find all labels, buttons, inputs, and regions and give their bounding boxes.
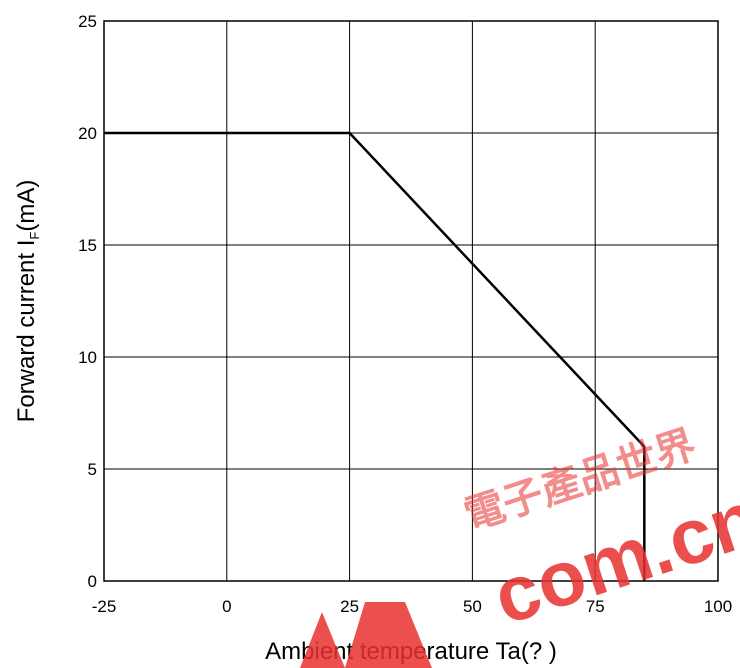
y-tick-label-5: 25 bbox=[78, 12, 97, 31]
y-axis-ticks: 0 5 10 15 20 25 bbox=[78, 12, 97, 591]
watermark-logo-shape bbox=[300, 602, 432, 668]
x-tick-label-1: 0 bbox=[222, 597, 231, 616]
y-tick-label-1: 5 bbox=[88, 460, 97, 479]
grid-lines bbox=[103, 20, 719, 582]
x-tick-label-5: 100 bbox=[704, 597, 732, 616]
x-tick-label-0: -25 bbox=[92, 597, 117, 616]
x-tick-label-3: 50 bbox=[463, 597, 482, 616]
y-axis-title: Forward current IF(mA) bbox=[13, 180, 42, 423]
y-axis-title-main: Forward current I bbox=[13, 240, 40, 423]
series-line-0 bbox=[104, 131, 646, 581]
x-axis-ticks: -25 0 25 50 75 100 bbox=[92, 597, 732, 616]
x-tick-label-2: 25 bbox=[340, 597, 359, 616]
y-axis-title-subscript: F bbox=[27, 232, 42, 240]
y-axis-title-unit: (mA) bbox=[13, 180, 40, 232]
y-tick-label-4: 20 bbox=[78, 124, 97, 143]
series-group bbox=[104, 131, 646, 581]
y-tick-label-3: 15 bbox=[78, 236, 97, 255]
plot-area-frame bbox=[103, 20, 719, 582]
x-tick-label-4: 75 bbox=[586, 597, 605, 616]
y-tick-label-0: 0 bbox=[88, 572, 97, 591]
watermark: 電子產品世界 com.cn bbox=[300, 423, 740, 668]
y-tick-label-2: 10 bbox=[78, 348, 97, 367]
